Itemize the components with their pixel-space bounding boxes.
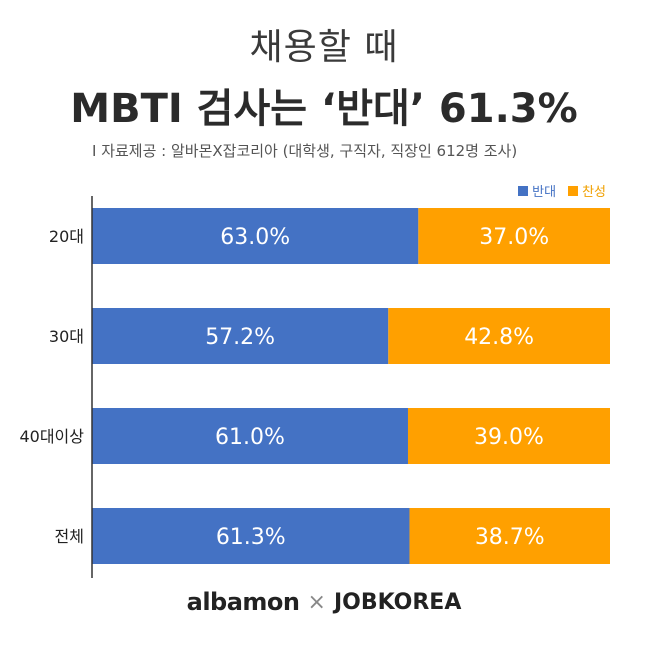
data-label: 38.7% <box>475 525 545 550</box>
category-label: 20대 <box>49 227 84 246</box>
category-label: 30대 <box>49 327 84 346</box>
chart-title-line2: MBTI 검사는 ‘반대’ 61.3% <box>70 86 578 132</box>
legend-swatch-oppose <box>518 185 529 196</box>
data-label: 39.0% <box>474 425 544 450</box>
legend-label-favor: 찬성 <box>582 185 606 200</box>
separator-x: × <box>307 589 326 615</box>
category-label: 40대이상 <box>19 427 84 446</box>
legend-swatch-favor <box>568 185 579 196</box>
data-label: 61.3% <box>216 525 286 550</box>
bar-oppose <box>92 508 410 564</box>
bar-favor <box>388 308 610 364</box>
category-label: 전체 <box>55 527 84 546</box>
bar-oppose <box>92 408 408 464</box>
data-label: 61.0% <box>215 425 285 450</box>
chart-title-line1: 채용할 때 <box>249 27 399 68</box>
albamon-logo: albamon <box>186 588 300 616</box>
bar-favor <box>407 408 610 464</box>
bar-oppose <box>92 208 419 264</box>
footer-logos: albamon × JOBKOREA <box>0 588 648 616</box>
bar-oppose <box>92 308 389 364</box>
legend-label-oppose: 반대 <box>532 185 557 200</box>
jobkorea-logo: JOBKOREA <box>333 589 462 615</box>
bar-favor <box>418 208 610 264</box>
legend: 반대 찬성 <box>518 181 606 200</box>
data-label: 57.2% <box>205 325 275 350</box>
data-label: 63.0% <box>220 225 290 250</box>
data-label: 42.8% <box>464 325 534 350</box>
source-note: I 자료제공 : 알바몬X잡코리아 (대학생, 구직자, 직장인 612명 조사… <box>92 142 518 160</box>
bar-favor <box>409 508 610 564</box>
data-label: 37.0% <box>479 225 549 250</box>
